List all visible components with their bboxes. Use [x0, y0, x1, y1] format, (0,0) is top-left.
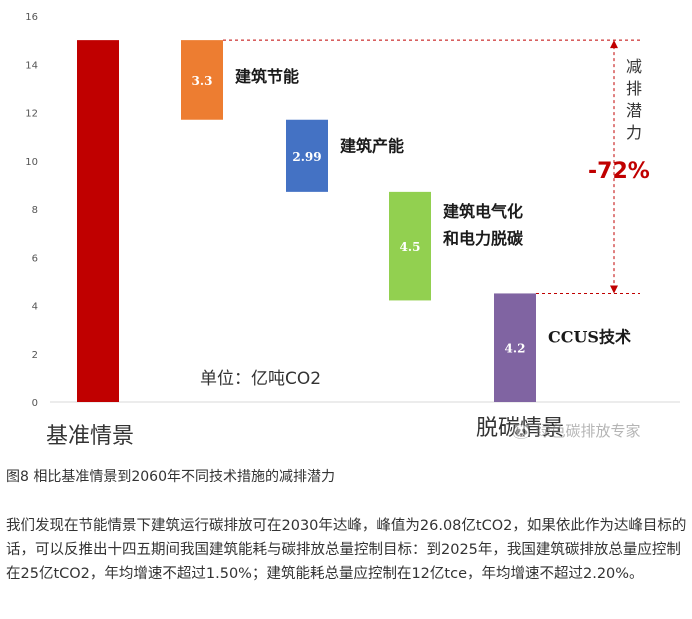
y-tick-label: 2: [32, 350, 38, 361]
bar-annotation: 和电力脱碳: [443, 229, 524, 248]
x-category-label: 脱碳情景: [476, 416, 564, 441]
bar-electrification: [389, 191, 431, 301]
bar-annotation: 建筑产能: [340, 137, 404, 156]
data-label: 2.99: [292, 150, 321, 164]
reduction-label: 减排潜力: [626, 57, 642, 142]
bar-annotation: CCUS技术: [548, 328, 631, 347]
data-label: 4.2: [505, 342, 526, 356]
bar-saving: [181, 40, 223, 120]
bar-generation: [286, 119, 328, 192]
y-tick-label: 4: [32, 302, 38, 313]
body-paragraph: 我们发现在节能情景下建筑运行碳排放可在2030年达峰，峰值为26.08亿tCO2…: [6, 518, 687, 582]
data-label: 4.5: [400, 240, 421, 254]
data-label: 3.3: [192, 74, 213, 88]
bar-baseline: [77, 40, 119, 402]
x-category-label: 基准情景: [46, 424, 134, 449]
arrow-head-down: [610, 285, 618, 294]
figure-caption: 图8 相比基准情景到2060年不同技术措施的减排潜力: [6, 469, 335, 485]
bar-annotation: 建筑节能: [235, 67, 299, 86]
arrow-head-up: [610, 40, 618, 49]
watermark: 🐼 绿色碳排放专家: [512, 422, 641, 440]
y-tick-label: 16: [25, 12, 38, 23]
reduction-percent: -72%: [588, 159, 650, 184]
y-tick-label: 0: [32, 398, 38, 409]
waterfall-chart: 0 2 4 6 8 10 12 14 16 3.3 2.99 4.5 4.2 建筑节能建筑产能建筑电气…: [25, 12, 680, 449]
bar-ccus: [494, 293, 536, 402]
bar-group: 3.3 2.99 4.5 4.2: [77, 40, 536, 402]
y-tick-label: 6: [32, 253, 38, 264]
unit-label: 单位：亿吨CO2: [200, 369, 321, 389]
y-tick-label: 8: [32, 205, 38, 216]
y-axis: 0 2 4 6 8 10 12 14 16: [25, 12, 680, 409]
y-tick-label: 14: [25, 60, 38, 71]
bar-annotation: 建筑电气化: [443, 202, 523, 221]
y-tick-label: 10: [25, 157, 38, 168]
y-tick-label: 12: [25, 109, 38, 120]
